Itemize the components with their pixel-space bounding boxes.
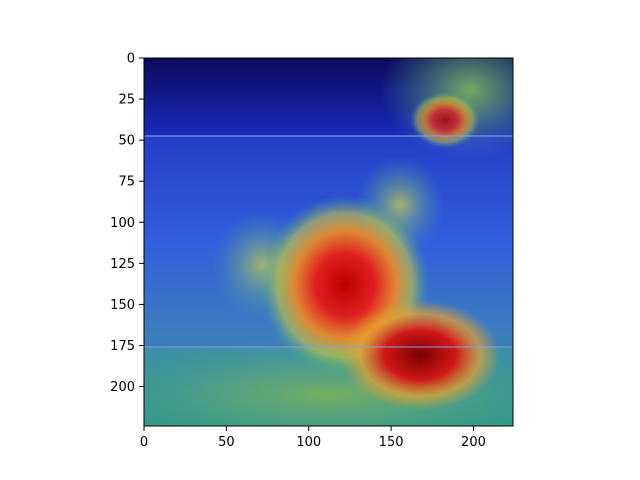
y-tick-label: 25 (118, 93, 135, 108)
axes-frame (143, 57, 514, 427)
x-axis: 0 50 100 150 200 (140, 426, 486, 450)
x-tick-label: 150 (379, 435, 404, 450)
y-tick-label: 200 (110, 380, 135, 395)
y-tick-label: 150 (110, 298, 135, 313)
photo-band-top-edge (144, 135, 513, 137)
heatmap-hotspot-top (410, 92, 480, 148)
y-tick-label: 75 (118, 175, 135, 190)
y-axis: 0 25 50 75 100 125 150 175 200 (110, 52, 144, 395)
x-tick-label: 200 (461, 435, 486, 450)
y-tick-label: 50 (118, 134, 135, 149)
heatmap-hotspot-lower (340, 300, 500, 410)
heatmap-image (144, 58, 513, 426)
y-tick-label: 0 (127, 52, 135, 67)
x-tick-label: 0 (140, 435, 148, 450)
y-tick-label: 100 (110, 216, 135, 231)
x-tick-label: 50 (218, 435, 235, 450)
photo-band-bottom-edge (144, 346, 513, 348)
x-tick-label: 100 (296, 435, 321, 450)
y-tick-label: 125 (110, 257, 135, 272)
y-tick-label: 175 (110, 339, 135, 354)
